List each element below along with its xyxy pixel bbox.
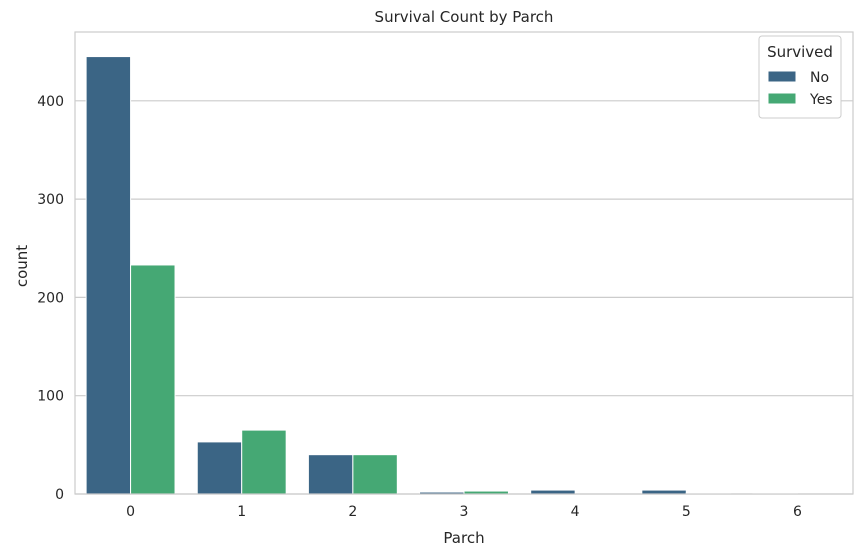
x-axis-label: Parch (443, 529, 484, 547)
y-axis-label: count (13, 245, 31, 287)
grid-lines (75, 100, 853, 495)
y-tick-label: 100 (37, 389, 64, 405)
y-axis-ticks: 0 100 200 300 400 (37, 94, 64, 503)
plot-frame (74, 31, 854, 495)
legend-items: No Yes (767, 70, 833, 108)
bar-yes-0 (130, 264, 176, 495)
x-tick-label: 4 (571, 504, 580, 520)
x-tick-label: 0 (126, 504, 135, 520)
x-tick-label: 5 (682, 504, 691, 520)
chart-title: Survival Count by Parch (375, 8, 554, 26)
legend-label-yes: Yes (809, 92, 833, 108)
bars (85, 56, 798, 495)
x-tick-label: 2 (348, 504, 357, 520)
x-tick-label: 3 (460, 504, 469, 520)
x-tick-label: 1 (237, 504, 246, 520)
bar-yes-2 (352, 454, 398, 495)
x-axis-ticks: 0 1 2 3 4 5 6 (126, 504, 802, 520)
bar-no-2 (307, 454, 354, 495)
y-tick-label: 0 (55, 487, 64, 503)
bar-yes-1 (241, 429, 287, 495)
legend: Survived No Yes (758, 35, 842, 119)
y-tick-label: 300 (37, 192, 64, 208)
bar-no-1 (196, 441, 243, 495)
legend-swatch-yes (767, 92, 797, 105)
legend-label-no: No (810, 70, 829, 86)
legend-swatch-no (767, 70, 797, 83)
y-tick-label: 400 (37, 94, 64, 110)
x-tick-label: 6 (793, 504, 802, 520)
y-tick-label: 200 (37, 290, 64, 306)
legend-title: Survived (767, 43, 833, 61)
bar-no-0 (85, 56, 132, 495)
